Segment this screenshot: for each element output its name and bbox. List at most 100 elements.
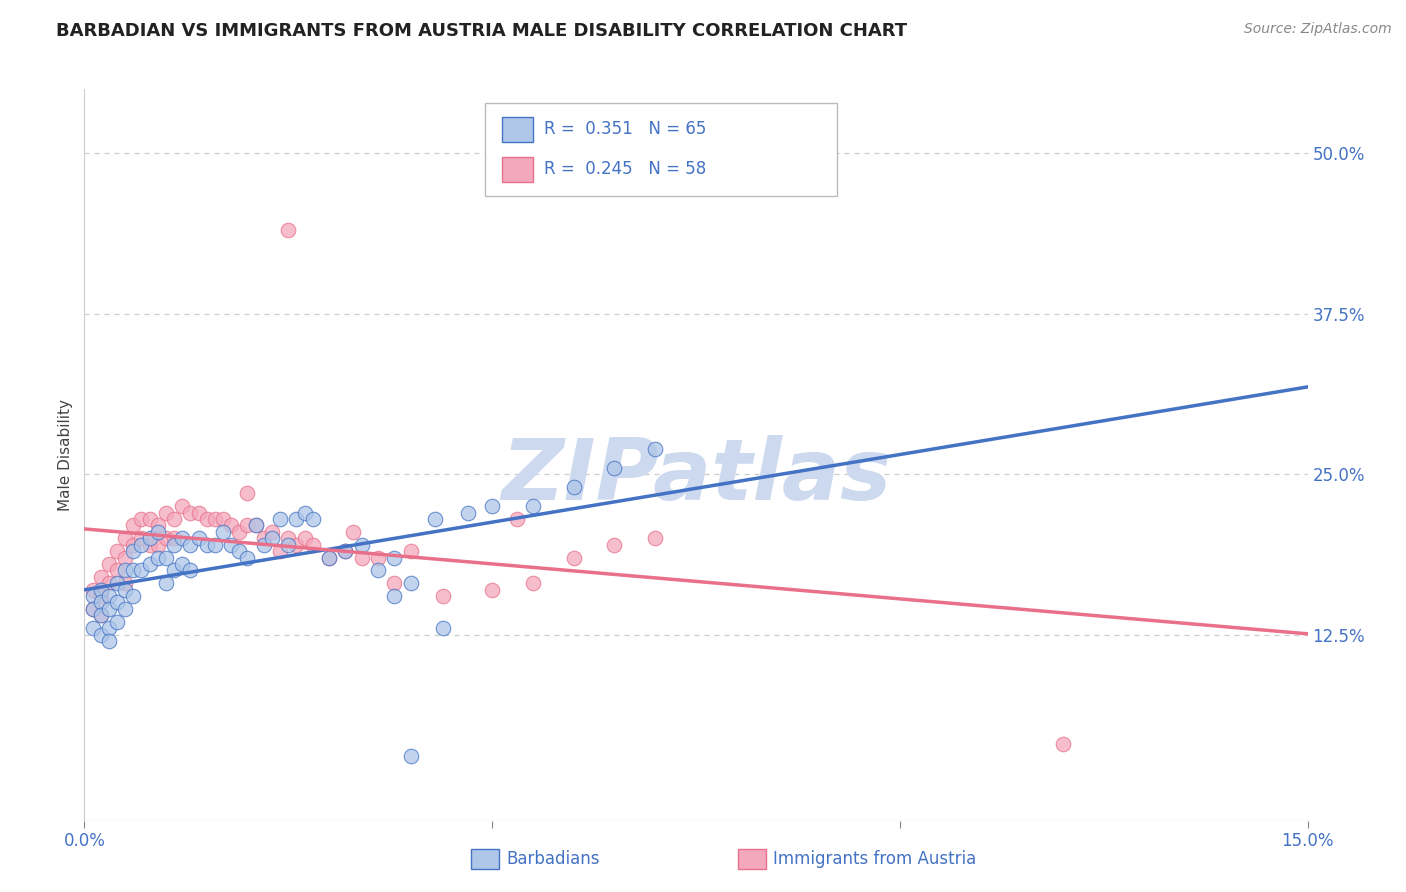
Point xyxy=(146,538,169,552)
Text: Immigrants from Austria: Immigrants from Austria xyxy=(773,850,977,868)
Point xyxy=(90,595,112,609)
Point xyxy=(90,589,112,603)
Point xyxy=(122,518,145,533)
Point xyxy=(285,512,308,526)
Point xyxy=(155,550,177,565)
Text: Barbadians: Barbadians xyxy=(506,850,600,868)
Point xyxy=(318,550,340,565)
Point xyxy=(122,538,145,552)
Point xyxy=(179,563,201,577)
Point xyxy=(277,532,299,546)
Point xyxy=(350,550,373,565)
Point xyxy=(131,512,153,526)
Point xyxy=(245,518,267,533)
Point xyxy=(382,589,405,603)
Point xyxy=(131,532,153,546)
Point xyxy=(163,532,186,546)
Point xyxy=(105,595,128,609)
Point xyxy=(603,460,626,475)
Point xyxy=(179,506,201,520)
Point xyxy=(187,532,209,546)
Text: ZIPatlas: ZIPatlas xyxy=(501,435,891,518)
Point xyxy=(432,621,454,635)
Point xyxy=(294,532,316,546)
Point xyxy=(562,550,585,565)
Point xyxy=(146,518,169,533)
Point xyxy=(228,524,250,539)
Point xyxy=(294,506,316,520)
Point xyxy=(212,512,235,526)
Point xyxy=(82,602,104,616)
Point xyxy=(97,557,120,571)
Point xyxy=(97,589,120,603)
Point xyxy=(253,538,276,552)
Point xyxy=(195,512,218,526)
Point xyxy=(90,582,112,597)
Point xyxy=(131,563,153,577)
Point xyxy=(82,602,104,616)
Point xyxy=(301,538,323,552)
Text: R =  0.351   N = 65: R = 0.351 N = 65 xyxy=(544,120,706,138)
Point xyxy=(138,532,160,546)
Point xyxy=(90,608,112,623)
Point xyxy=(114,582,136,597)
Point xyxy=(97,621,120,635)
Point xyxy=(105,615,128,629)
Point xyxy=(97,602,120,616)
Text: Source: ZipAtlas.com: Source: ZipAtlas.com xyxy=(1244,22,1392,37)
Point xyxy=(481,500,503,514)
Text: BARBADIAN VS IMMIGRANTS FROM AUSTRIA MALE DISABILITY CORRELATION CHART: BARBADIAN VS IMMIGRANTS FROM AUSTRIA MAL… xyxy=(56,22,907,40)
Point xyxy=(367,563,389,577)
Point xyxy=(179,538,201,552)
Point xyxy=(399,749,422,764)
Point xyxy=(644,532,666,546)
Point xyxy=(114,576,136,591)
Point xyxy=(82,589,104,603)
Point xyxy=(172,557,194,571)
Point xyxy=(172,500,194,514)
Point xyxy=(342,524,364,539)
Point xyxy=(90,570,112,584)
Point xyxy=(228,544,250,558)
Point xyxy=(105,576,128,591)
Point xyxy=(1052,737,1074,751)
Point xyxy=(236,486,259,500)
Point xyxy=(195,538,218,552)
Point xyxy=(236,518,259,533)
Point xyxy=(131,538,153,552)
Point xyxy=(382,576,405,591)
Point xyxy=(505,512,527,526)
Y-axis label: Male Disability: Male Disability xyxy=(58,399,73,511)
Point xyxy=(155,506,177,520)
Point xyxy=(219,518,242,533)
Point xyxy=(399,544,422,558)
Text: R =  0.245   N = 58: R = 0.245 N = 58 xyxy=(544,161,706,178)
Point xyxy=(644,442,666,456)
Point xyxy=(204,512,226,526)
Point xyxy=(90,608,112,623)
Point xyxy=(97,634,120,648)
Point xyxy=(260,524,283,539)
Point xyxy=(318,550,340,565)
Point xyxy=(219,538,242,552)
Point xyxy=(105,544,128,558)
Point xyxy=(146,550,169,565)
Point xyxy=(236,550,259,565)
Point xyxy=(382,550,405,565)
Point xyxy=(522,576,544,591)
Point xyxy=(260,532,283,546)
Point xyxy=(155,532,177,546)
Point xyxy=(269,544,291,558)
Point xyxy=(122,589,145,603)
Point xyxy=(335,544,357,558)
Point xyxy=(122,563,145,577)
Point xyxy=(253,532,276,546)
Point xyxy=(155,576,177,591)
Point xyxy=(457,506,479,520)
Point xyxy=(82,621,104,635)
Point xyxy=(350,538,373,552)
Point xyxy=(204,538,226,552)
Point xyxy=(212,524,235,539)
Point xyxy=(172,532,194,546)
Point xyxy=(105,563,128,577)
